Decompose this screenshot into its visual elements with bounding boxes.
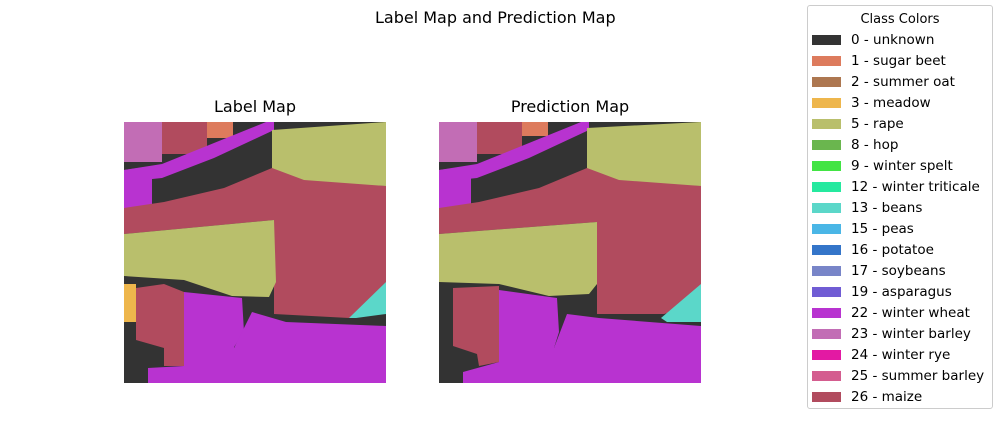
- legend-label: 15 - peas: [851, 220, 914, 237]
- legend-swatch: [812, 55, 841, 66]
- prediction-map-region-winter-wheat-lower: [463, 290, 559, 383]
- legend-label: 19 - asparagus: [851, 283, 952, 300]
- legend-swatch: [812, 349, 841, 360]
- label-map-title: Label Map: [213, 97, 296, 116]
- legend-swatch: [812, 286, 841, 297]
- label-map-region-winter-wheat-lower: [148, 292, 244, 383]
- label-map-region-rape-top: [272, 122, 386, 186]
- label-map-region-sugar-beet: [207, 122, 233, 138]
- legend-item: 8 - hop: [812, 134, 898, 155]
- legend-label: 17 - soybeans: [851, 262, 946, 279]
- label-map-region-winter-wheat-bottom: [234, 312, 386, 383]
- legend-item: 25 - summer barley: [812, 365, 984, 386]
- legend-title: Class Colors: [860, 12, 940, 27]
- label-map-region-rape-center: [124, 220, 276, 297]
- legend-swatch: [812, 307, 841, 318]
- legend-item: 1 - sugar beet: [812, 50, 946, 71]
- legend-item: 23 - winter barley: [812, 323, 971, 344]
- legend-label: 1 - sugar beet: [851, 52, 946, 69]
- legend-swatch: [812, 160, 841, 171]
- legend-item: 24 - winter rye: [812, 344, 950, 365]
- figure-title-text: Label Map and Prediction Map: [375, 8, 616, 27]
- legend-item: 2 - summer oat: [812, 71, 955, 92]
- label-map-region-winter-wheat-stripe: [124, 122, 274, 182]
- legend-item: 17 - soybeans: [812, 260, 946, 281]
- legend-item: 13 - beans: [812, 197, 922, 218]
- label-map-region-maize-center: [124, 168, 386, 318]
- legend-label: 16 - potatoe: [851, 241, 934, 258]
- legend-swatch: [812, 202, 841, 213]
- legend-swatch: [812, 181, 841, 192]
- prediction-map-region-winter-wheat-left: [439, 166, 471, 208]
- legend-item: 22 - winter wheat: [812, 302, 970, 323]
- legend-label: 23 - winter barley: [851, 325, 971, 342]
- legend-item: 15 - peas: [812, 218, 914, 239]
- legend-label: 0 - unknown: [851, 31, 935, 48]
- label-map-region-beans: [349, 282, 386, 318]
- legend-item: 19 - asparagus: [812, 281, 952, 302]
- prediction-map-region-maize-lower: [453, 286, 499, 366]
- legend-swatch: [812, 265, 841, 276]
- legend-swatch: [812, 118, 841, 129]
- legend-label: 9 - winter spelt: [851, 157, 953, 174]
- prediction-map-region-winter-barley: [439, 122, 477, 162]
- label-map-region-winter-barley: [124, 122, 162, 162]
- legend-item: 9 - winter spelt: [812, 155, 953, 176]
- legend-swatch: [812, 391, 841, 402]
- prediction-map-title: Prediction Map: [510, 97, 630, 116]
- legend: Class Colors 0 - unknown 1 - sugar beet 2 …: [807, 5, 993, 409]
- label-map-region-meadow: [124, 284, 136, 322]
- legend-item: 12 - winter triticale: [812, 176, 980, 197]
- legend-item: 16 - potatoe: [812, 239, 934, 260]
- prediction-map-region-maize-top: [477, 122, 522, 154]
- prediction-map-region-rape-top: [587, 122, 701, 186]
- label-map: [124, 122, 386, 383]
- legend-item: 3 - meadow: [812, 92, 931, 113]
- label-map-region-winter-wheat-left: [124, 166, 152, 208]
- legend-label: 26 - maize: [851, 388, 923, 405]
- legend-swatch: [812, 244, 841, 255]
- legend-label: 12 - winter triticale: [851, 178, 980, 195]
- legend-swatch: [812, 328, 841, 339]
- label-map-region-maize-lower: [136, 284, 184, 366]
- legend-label: 8 - hop: [851, 136, 899, 153]
- legend-label: 25 - summer barley: [851, 367, 985, 384]
- prediction-map-region-winter-wheat-bottom: [554, 314, 701, 383]
- legend-label: 13 - beans: [851, 199, 923, 216]
- prediction-map-region-rape-center: [439, 222, 597, 296]
- legend-swatch: [812, 97, 841, 108]
- legend-swatch: [812, 223, 841, 234]
- legend-swatch: [812, 370, 841, 381]
- legend-swatch: [812, 76, 841, 87]
- prediction-map-region-sugar-beet: [522, 122, 548, 136]
- prediction-map: [439, 122, 701, 383]
- label-map-region-maize-top: [162, 122, 207, 154]
- legend-label: 24 - winter rye: [851, 346, 951, 363]
- legend-item: 5 - rape: [812, 113, 904, 134]
- legend-item: 26 - maize: [812, 386, 922, 407]
- legend-swatch: [812, 34, 841, 45]
- prediction-map-region-maize-center: [439, 168, 701, 314]
- legend-label: 2 - summer oat: [851, 73, 955, 90]
- legend-swatch: [812, 139, 841, 150]
- prediction-map-region-winter-wheat-stripe: [439, 122, 589, 182]
- prediction-map-region-beans: [661, 284, 701, 322]
- legend-label: 22 - winter wheat: [851, 304, 970, 321]
- legend-label: 5 - rape: [851, 115, 904, 132]
- legend-label: 3 - meadow: [851, 94, 931, 111]
- legend-item: 0 - unknown: [812, 29, 934, 50]
